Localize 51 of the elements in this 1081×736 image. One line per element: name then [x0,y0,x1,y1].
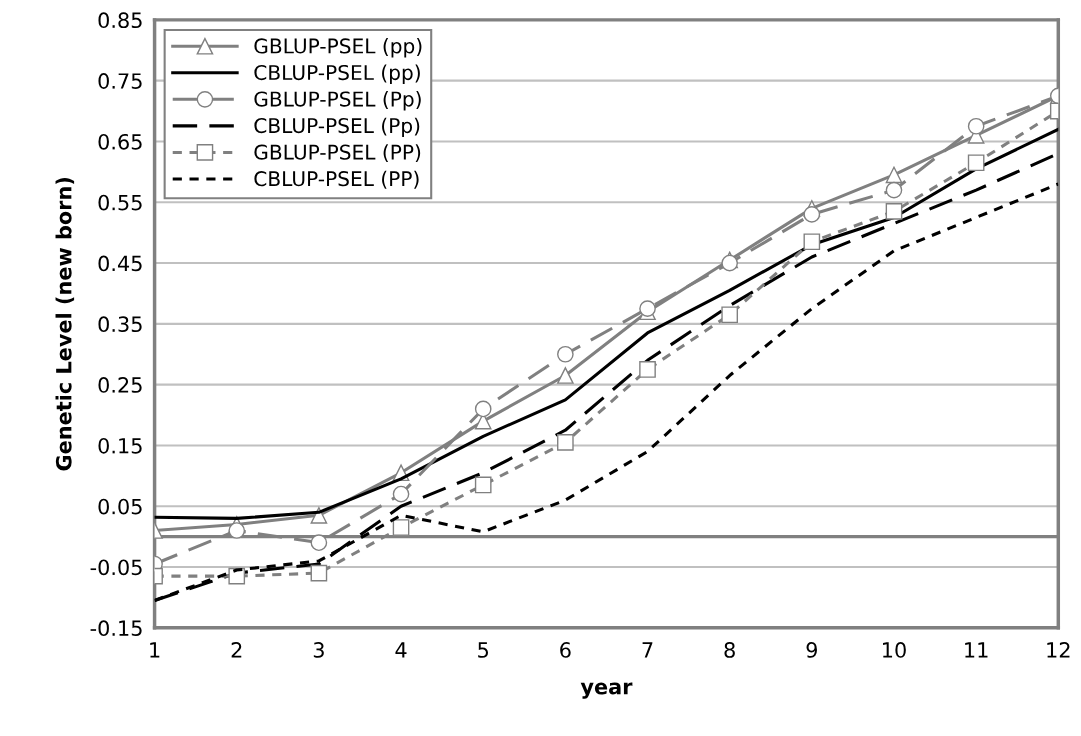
y-tick-label: -0.05 [90,559,142,576]
y-tick-label: 0.15 [98,437,142,454]
y-tick-label: 0.85 [98,12,142,29]
point [967,117,985,135]
y-tick-label: 0.35 [98,316,142,333]
y-axis-title: Genetic Level (new born) [55,178,75,471]
point [721,306,739,324]
point [803,206,821,223]
x-tick-label: 8 [724,642,735,658]
point [310,564,328,582]
y-tick-label: 0.75 [98,73,142,89]
point [310,534,328,552]
point [639,361,656,378]
x-tick-label: 5 [478,642,489,658]
point [803,233,821,251]
x-tick-label: 11 [965,642,988,658]
point [474,476,492,494]
point [474,400,492,418]
y-tick-label: -0.15 [90,620,142,637]
x-tick-label: 10 [883,642,906,658]
point [557,434,574,451]
x-tick-label: 7 [642,642,653,658]
x-tick-label: 6 [560,642,571,658]
x-tick-label: 3 [313,642,324,658]
point [557,345,574,363]
point [967,154,985,172]
x-tick-label: 2 [231,642,242,658]
y-tick-label: 0.55 [98,194,142,211]
point [392,519,410,536]
legend-label: GBLUP-PSEL (Pp) [254,91,421,111]
legend-label: GBLUP-PSEL (pp) [254,38,422,58]
y-tick-label: 0.65 [98,133,142,150]
legend-label: CBLUP-PSEL (Pp) [254,117,420,138]
x-tick-label: 1 [150,642,160,658]
y-tick-label: 0.25 [98,377,142,393]
x-tick-label: 4 [395,642,407,658]
y-tick-label: 0.45 [98,255,142,272]
point [885,166,903,184]
x-axis-title: year [580,682,633,699]
point [885,203,903,220]
x-tick-label: 12 [1047,642,1070,658]
legend-label: CBLUP-PSEL (pp) [254,64,420,85]
legend-label: CBLUP-PSEL (PP) [254,170,419,189]
legend-label: GBLUP-PSEL (PP) [254,144,421,163]
x-tick-label: 9 [806,642,817,658]
point [721,254,739,272]
point [885,181,903,199]
y-tick-label: 0.05 [98,498,142,515]
point [392,485,410,503]
point [557,367,574,384]
point [228,522,246,539]
